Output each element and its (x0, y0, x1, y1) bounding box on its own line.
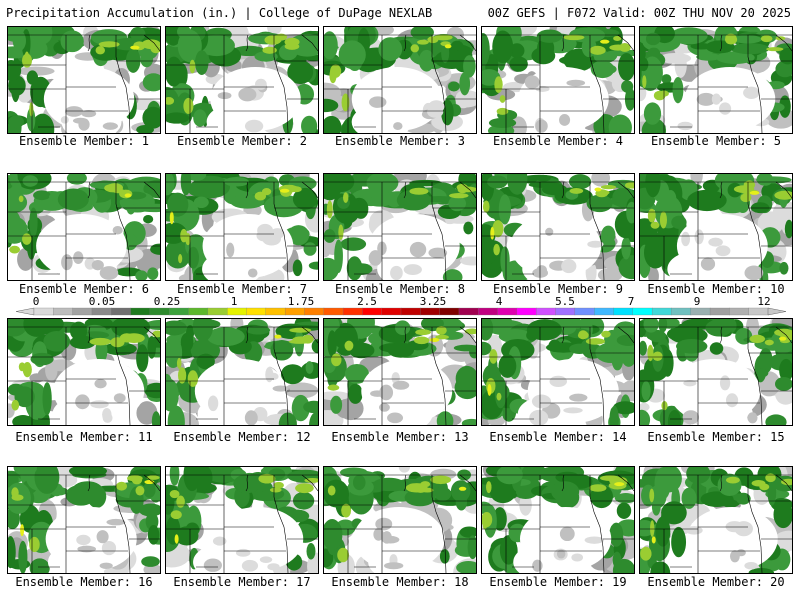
colorbar-swatch (72, 307, 93, 316)
colorbar-swatch (555, 307, 576, 316)
colorbar-swatch (265, 307, 286, 316)
colorbar-tick-label: 4 (495, 295, 503, 308)
colorbar-swatch (246, 307, 267, 316)
ensemble-member-map (165, 173, 319, 281)
ensemble-member-label: Ensemble Member: 13 (331, 430, 469, 444)
colorbar-tick-label: 3.25 (419, 295, 447, 308)
colorbar-swatch (613, 307, 634, 316)
colorbar-tick-label: 7 (627, 295, 635, 308)
colorbar-swatch (439, 307, 460, 316)
ensemble-member-map (323, 466, 477, 574)
ensemble-member-label: Ensemble Member: 18 (331, 575, 469, 589)
ensemble-member-map (7, 173, 161, 281)
colorbar-swatch (227, 307, 248, 316)
ensemble-member-map (323, 26, 477, 134)
colorbar-swatch (284, 307, 305, 316)
colorbar-swatch (536, 307, 557, 316)
colorbar-swatch (169, 307, 190, 316)
ensemble-member-label: Ensemble Member: 5 (650, 134, 782, 148)
colorbar-swatch (709, 307, 730, 316)
colorbar-swatch (362, 307, 383, 316)
ensemble-member-map (165, 26, 319, 134)
ensemble-member-label: Ensemble Member: 20 (647, 575, 785, 589)
colorbar-swatch (516, 307, 537, 316)
colorbar-swatch (497, 307, 518, 316)
ensemble-member-map (323, 173, 477, 281)
colorbar-swatch (400, 307, 421, 316)
ensemble-member-map (481, 26, 635, 134)
colorbar-swatch (478, 307, 499, 316)
colorbar-swatch (381, 307, 402, 316)
colorbar-swatch (130, 307, 151, 316)
colorbar-tick-label: 5.5 (555, 295, 575, 308)
colorbar-swatch (729, 307, 750, 316)
ensemble-member-map (165, 466, 319, 574)
colorbar-tick-label: 0.05 (88, 295, 116, 308)
colorbar-swatch (651, 307, 672, 316)
ensemble-member-map (481, 173, 635, 281)
colorbar-swatch (690, 307, 711, 316)
colorbar-swatch (207, 307, 228, 316)
colorbar-swatch (632, 307, 653, 316)
colorbar-swatch (574, 307, 595, 316)
ensemble-member-label: Ensemble Member: 4 (492, 134, 624, 148)
colorbar-tick-label: 2.5 (357, 295, 377, 308)
colorbar-swatch (53, 307, 74, 316)
ensemble-member-map (323, 318, 477, 426)
colorbar-swatch (594, 307, 615, 316)
ensemble-member-label: Ensemble Member: 9 (492, 282, 624, 296)
ensemble-member-label: Ensemble Member: 7 (176, 282, 308, 296)
ensemble-member-label: Ensemble Member: 6 (18, 282, 150, 296)
ensemble-member-label: Ensemble Member: 1 (18, 134, 150, 148)
ensemble-member-label: Ensemble Member: 19 (489, 575, 627, 589)
colorbar-swatch (91, 307, 112, 316)
ensemble-member-map (481, 466, 635, 574)
colorbar-tick-label: 1.75 (287, 295, 315, 308)
colorbar-tick-label: 12 (757, 295, 771, 308)
run-valid-time: 00Z GEFS | F072 Valid: 00Z THU NOV 20 20… (487, 6, 791, 20)
ensemble-member-label: Ensemble Member: 14 (489, 430, 627, 444)
ensemble-member-label: Ensemble Member: 2 (176, 134, 308, 148)
colorbar-tick-label: 1 (230, 295, 238, 308)
colorbar-swatch (748, 307, 769, 316)
ensemble-member-map (7, 318, 161, 426)
ensemble-member-map (639, 466, 793, 574)
ensemble-member-label: Ensemble Member: 17 (173, 575, 311, 589)
colorbar-swatch (111, 307, 132, 316)
ensemble-member-map (639, 173, 793, 281)
ensemble-member-map (165, 318, 319, 426)
precip-colorbar (15, 307, 787, 316)
colorbar-swatch (188, 307, 209, 316)
colorbar-tick-label: 9 (693, 295, 701, 308)
ensemble-member-map (639, 26, 793, 134)
colorbar-swatch (671, 307, 692, 316)
colorbar-swatch (342, 307, 363, 316)
colorbar-max-arrow (767, 307, 787, 316)
colorbar-swatch (304, 307, 325, 316)
ensemble-member-label: Ensemble Member: 10 (647, 282, 785, 296)
colorbar-swatch (323, 307, 344, 316)
ensemble-member-label: Ensemble Member: 11 (15, 430, 153, 444)
map-title: Precipitation Accumulation (in.) | Colle… (6, 6, 433, 20)
colorbar-tick-label: 0.25 (153, 295, 181, 308)
ensemble-member-label: Ensemble Member: 3 (334, 134, 466, 148)
ensemble-member-map (481, 318, 635, 426)
ensemble-member-label: Ensemble Member: 16 (15, 575, 153, 589)
colorbar-swatch (458, 307, 479, 316)
ensemble-member-map (7, 466, 161, 574)
colorbar-swatch (33, 307, 54, 316)
colorbar-tick-label: 0 (32, 295, 40, 308)
colorbar-swatch (149, 307, 170, 316)
ensemble-member-map (639, 318, 793, 426)
ensemble-member-label: Ensemble Member: 15 (647, 430, 785, 444)
ensemble-member-map (7, 26, 161, 134)
colorbar-min-arrow (15, 307, 35, 316)
colorbar-swatch (420, 307, 441, 316)
ensemble-member-label: Ensemble Member: 12 (173, 430, 311, 444)
ensemble-member-label: Ensemble Member: 8 (334, 282, 466, 296)
